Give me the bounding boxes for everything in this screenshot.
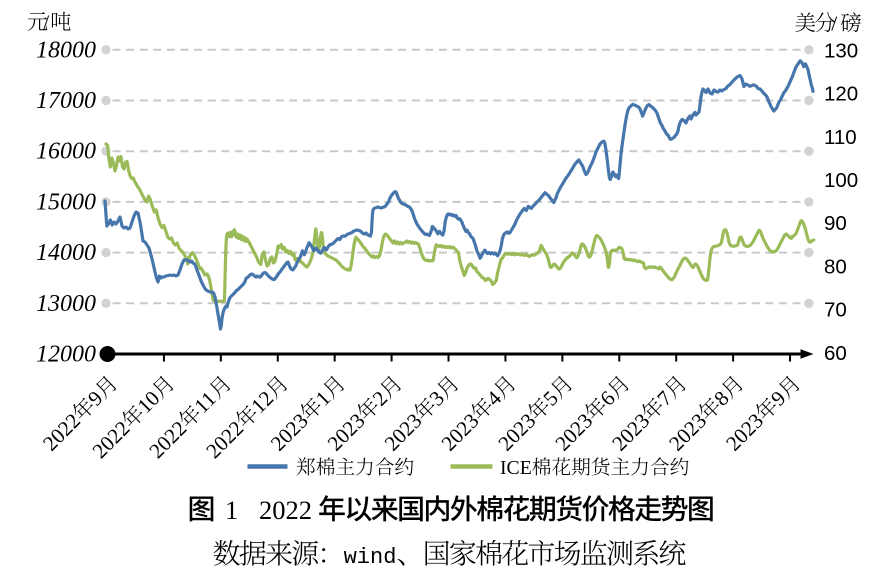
svg-text:60: 60 xyxy=(824,342,847,365)
svg-text:1: 1 xyxy=(225,495,238,525)
svg-text:wind: wind xyxy=(344,545,397,570)
svg-text:110: 110 xyxy=(824,126,857,149)
svg-text:12000: 12000 xyxy=(36,342,96,368)
svg-text:80: 80 xyxy=(824,255,847,278)
svg-text:130: 130 xyxy=(824,39,858,62)
svg-text:/: / xyxy=(831,12,837,36)
svg-text:70: 70 xyxy=(824,299,847,322)
svg-text:2022: 2022 xyxy=(259,495,312,525)
svg-text:90: 90 xyxy=(824,212,847,235)
svg-text:16000: 16000 xyxy=(36,139,96,165)
svg-text:/: / xyxy=(43,10,49,34)
svg-text:14000: 14000 xyxy=(36,240,96,266)
svg-text:120: 120 xyxy=(824,83,858,106)
svg-text:13000: 13000 xyxy=(36,291,96,317)
svg-text:18000: 18000 xyxy=(36,37,96,63)
svg-text:15000: 15000 xyxy=(36,189,96,215)
svg-text:ICE: ICE xyxy=(500,457,532,479)
svg-text:100: 100 xyxy=(824,169,858,192)
svg-text:17000: 17000 xyxy=(36,88,96,114)
